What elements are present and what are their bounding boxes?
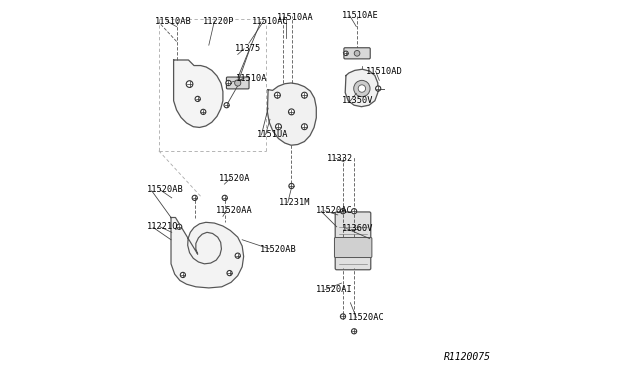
Circle shape xyxy=(358,85,365,92)
Text: 11220P: 11220P xyxy=(204,17,235,26)
FancyBboxPatch shape xyxy=(335,212,371,270)
Circle shape xyxy=(180,272,186,278)
Polygon shape xyxy=(268,83,316,145)
FancyBboxPatch shape xyxy=(335,237,372,257)
Text: 11520AI: 11520AI xyxy=(316,285,353,294)
Circle shape xyxy=(201,109,206,115)
Text: 11520A: 11520A xyxy=(219,174,251,183)
Text: 11520AC: 11520AC xyxy=(316,206,353,215)
Text: 11375: 11375 xyxy=(235,44,261,53)
Circle shape xyxy=(354,80,370,97)
Circle shape xyxy=(289,109,294,115)
Circle shape xyxy=(235,253,240,258)
Circle shape xyxy=(275,92,280,98)
Circle shape xyxy=(227,270,232,276)
Circle shape xyxy=(276,124,282,130)
Text: 11510A: 11510A xyxy=(236,74,267,83)
Circle shape xyxy=(289,183,294,189)
Circle shape xyxy=(177,224,182,230)
Text: 11510AD: 11510AD xyxy=(366,67,403,76)
Text: R1120075: R1120075 xyxy=(444,352,490,362)
FancyBboxPatch shape xyxy=(227,77,249,89)
Polygon shape xyxy=(171,218,244,288)
Circle shape xyxy=(340,314,346,319)
Circle shape xyxy=(222,195,227,201)
Polygon shape xyxy=(173,60,223,128)
FancyBboxPatch shape xyxy=(344,48,370,59)
Text: 11510AB: 11510AB xyxy=(155,17,192,26)
Text: 11221Q: 11221Q xyxy=(147,222,178,231)
Text: 11350V: 11350V xyxy=(342,96,374,105)
Text: 11332: 11332 xyxy=(328,154,354,163)
Text: 11231M: 11231M xyxy=(279,198,311,207)
Text: 11510AC: 11510AC xyxy=(252,17,288,26)
Circle shape xyxy=(192,195,197,201)
Text: 11510AE: 11510AE xyxy=(342,11,379,20)
Circle shape xyxy=(351,329,356,334)
Text: 11520AB: 11520AB xyxy=(260,244,297,253)
Polygon shape xyxy=(345,69,378,107)
Circle shape xyxy=(301,124,307,130)
Text: 11520AC: 11520AC xyxy=(348,313,385,322)
Circle shape xyxy=(224,103,229,108)
Circle shape xyxy=(235,80,241,86)
Circle shape xyxy=(340,209,346,214)
Circle shape xyxy=(186,81,193,87)
Circle shape xyxy=(195,96,200,102)
Circle shape xyxy=(351,209,356,214)
Text: 11360V: 11360V xyxy=(342,224,374,233)
Circle shape xyxy=(344,51,348,55)
Circle shape xyxy=(354,51,360,56)
Text: 1151UA: 1151UA xyxy=(257,129,289,139)
Circle shape xyxy=(301,92,307,98)
Text: 11520AA: 11520AA xyxy=(216,206,252,215)
Circle shape xyxy=(376,86,381,91)
Text: 11520AB: 11520AB xyxy=(147,185,183,194)
Circle shape xyxy=(226,80,231,86)
Text: 11510AA: 11510AA xyxy=(277,13,314,22)
